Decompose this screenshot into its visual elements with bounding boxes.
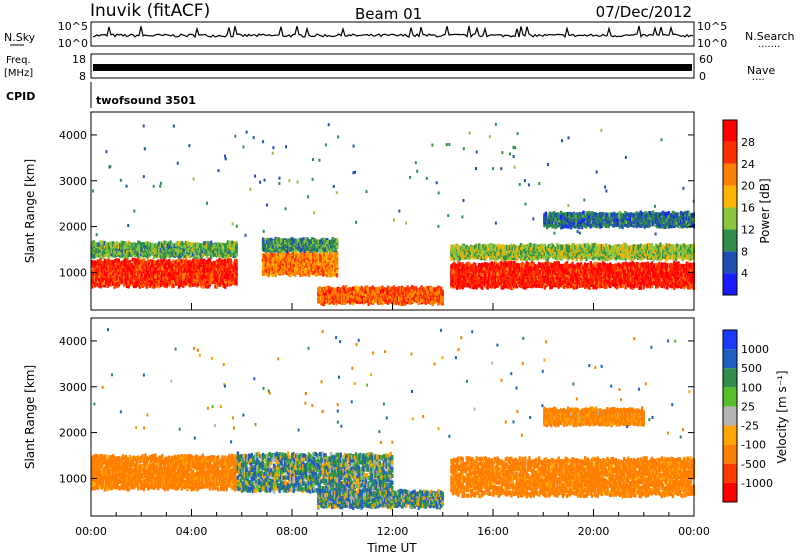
freq-unit: [MHz] [4, 68, 33, 79]
nsearch-legend-dots: ······· [758, 42, 780, 53]
power-cell [219, 283, 221, 287]
nave-tick-top: 60 [699, 53, 713, 66]
nsky-tick-top: 10^5 [58, 20, 88, 33]
nsky-trace [93, 26, 693, 37]
power-cell [235, 243, 237, 247]
power-cell [441, 290, 443, 294]
power-cell [230, 258, 232, 262]
power-cell [99, 258, 101, 262]
freq-label: Freq. [6, 55, 31, 66]
power-cell [235, 281, 237, 285]
freq-tick-top: 18 [72, 53, 86, 66]
power-cell [336, 239, 338, 243]
nave-tick-bottom: 0 [699, 70, 706, 83]
nsearch-tick-bottom: 10^0 [697, 37, 727, 50]
power-cell [235, 267, 237, 271]
nsky-label: N.Sky [4, 31, 36, 44]
nsky-tick-bottom: 10^0 [58, 37, 88, 50]
cpid-label: CPID [6, 90, 35, 103]
freq-trace [93, 64, 692, 71]
nave-legend-dots: ···· [752, 75, 765, 86]
power-cell [336, 257, 338, 261]
power-heatmap [91, 123, 695, 306]
power-cell [168, 259, 170, 263]
power-cell [99, 284, 101, 288]
power-cell [109, 282, 111, 286]
freq-tick-bottom: 8 [79, 70, 86, 83]
station-title: Inuvik (fitACF) [90, 1, 210, 21]
cpid-value: twofsound 3501 [96, 94, 196, 107]
power-cell [336, 273, 338, 277]
nsky-line [93, 26, 693, 37]
date-title: 07/Dec/2012 [596, 3, 692, 21]
power-cell [235, 259, 237, 263]
nsearch-tick-top: 10^5 [697, 20, 727, 33]
beam-title: Beam 01 [355, 5, 422, 23]
